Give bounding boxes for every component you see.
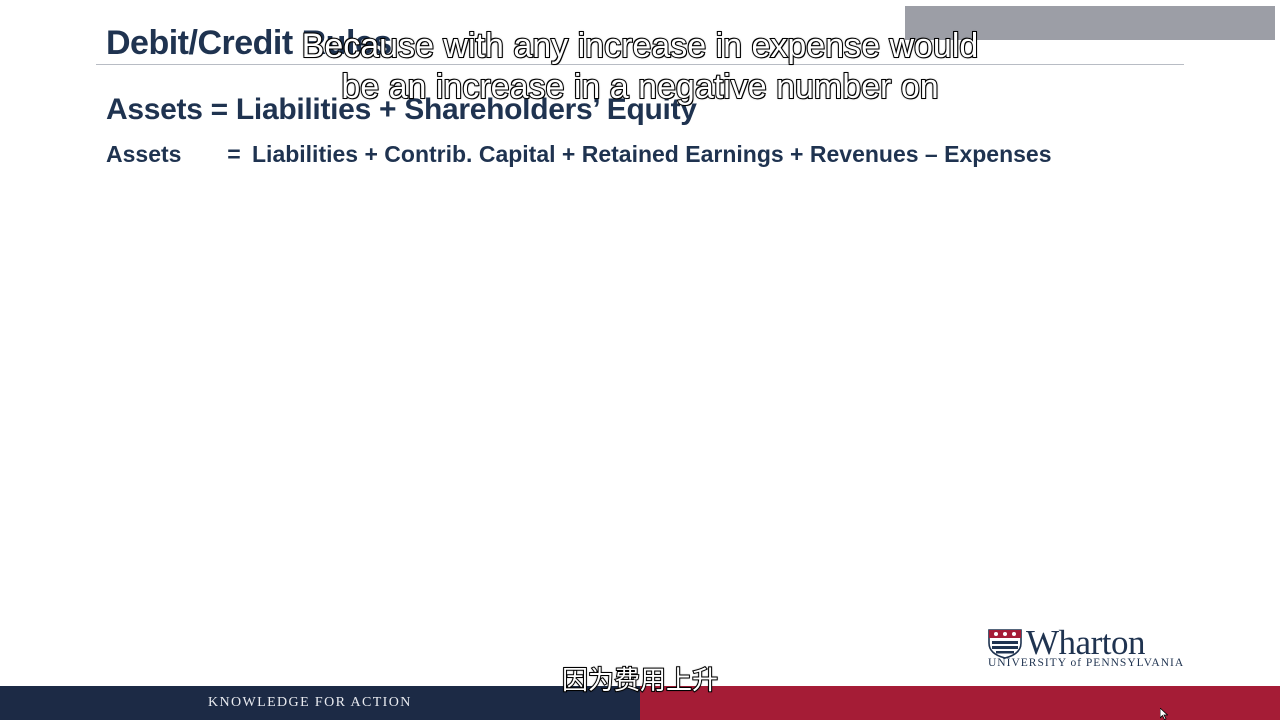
slide-title: Debit/Credit Rules <box>106 24 392 62</box>
accounting-equation: Assets = Liabilities + Shareholders’ Equ… <box>106 93 697 126</box>
english-subtitle-line-1: Because with any increase in expense wou… <box>301 26 980 66</box>
expanded-accounting-equation: Assets = Liabilities + Contrib. Capital … <box>106 141 1176 168</box>
footer-navy-panel: KNOWLEDGE FOR ACTION <box>0 686 640 720</box>
english-subtitle-line-2: be an increase in a negative number on <box>340 67 939 107</box>
equation-equals-sign: = <box>227 141 241 167</box>
chinese-subtitle: 因为费用上升 <box>561 665 719 697</box>
mouse-cursor-icon <box>1160 708 1168 720</box>
footer-tagline: KNOWLEDGE FOR ACTION <box>208 695 412 710</box>
wharton-logo: Wharton UNIVERSITY of PENNSYLVANIA <box>988 623 1193 671</box>
footer-bar: KNOWLEDGE FOR ACTION <box>0 686 1280 720</box>
overlay-box <box>905 6 1275 40</box>
title-divider <box>96 64 1184 65</box>
footer-red-panel <box>640 686 1280 720</box>
equation-rhs: Liabilities + Contrib. Capital + Retaine… <box>252 141 1052 167</box>
wharton-wordmark: Wharton <box>1026 623 1145 662</box>
english-subtitle: Because with any increase in expense wou… <box>0 26 1280 108</box>
penn-shield-icon <box>988 629 1022 659</box>
university-name: UNIVERSITY of PENNSYLVANIA <box>988 657 1185 669</box>
equation-lhs: Assets <box>106 141 182 167</box>
